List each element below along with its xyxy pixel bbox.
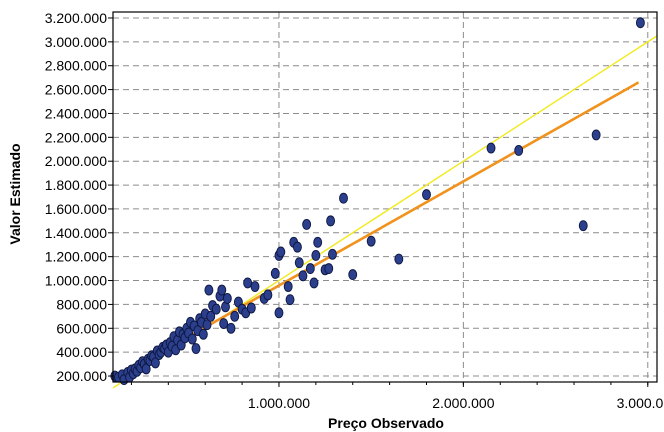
y-tick-label: 600.000 (56, 320, 107, 336)
y-tick-label: 2.400.000 (45, 105, 107, 121)
y-tick-label: 1.600.000 (45, 201, 107, 217)
data-point (394, 253, 404, 265)
y-tick-label: 2.000.000 (45, 153, 107, 169)
data-point (263, 289, 273, 301)
data-point (366, 235, 376, 247)
data-point (311, 250, 321, 261)
data-point (292, 241, 302, 253)
data-point (486, 142, 496, 154)
data-point (276, 246, 286, 258)
y-tick-label: 2.600.000 (45, 82, 107, 98)
data-point (243, 277, 253, 289)
x-tick-label: 2.000.000 (432, 395, 494, 411)
data-point (302, 219, 312, 230)
data-point (230, 310, 240, 322)
y-tick-label: 400.000 (56, 344, 107, 360)
data-point (635, 17, 645, 29)
data-point (204, 284, 214, 296)
plot-frame (112, 11, 658, 383)
data-point (219, 318, 229, 329)
data-point (339, 192, 348, 204)
y-tick-label: 1.800.000 (45, 177, 107, 193)
y-tick-label: 1.000.000 (45, 273, 107, 289)
data-point (591, 129, 601, 141)
data-point (305, 263, 315, 275)
data-point (285, 294, 295, 306)
x-tick-label: 1.000.000 (248, 395, 310, 411)
y-axis-title: Valor Estimado (7, 143, 23, 244)
data-point (187, 333, 197, 345)
data-point (313, 236, 323, 248)
data-point (226, 322, 236, 334)
data-point (274, 307, 284, 319)
x-tick-label: 3.000.000 (617, 395, 664, 411)
data-point (150, 357, 160, 369)
data-point (206, 310, 216, 322)
data-point (217, 284, 227, 296)
data-point (294, 257, 304, 269)
data-point (578, 220, 588, 232)
data-point (191, 343, 201, 355)
data-point (211, 303, 221, 315)
data-point (326, 215, 336, 227)
data-point (202, 319, 212, 331)
data-point (324, 263, 334, 275)
y-tick-label: 2.800.000 (45, 58, 107, 74)
data-point (198, 328, 208, 340)
data-points (110, 17, 645, 386)
data-point (327, 248, 337, 260)
data-point (283, 281, 293, 292)
y-tick-label: 200.000 (56, 368, 107, 384)
y-tick-label: 2.200.000 (45, 129, 107, 145)
y-tick-label: 3.000.000 (45, 34, 107, 50)
data-point (309, 277, 319, 289)
data-point (246, 302, 256, 314)
x-axis-title: Preço Observado (328, 415, 444, 431)
data-point (514, 145, 524, 156)
y-tick-label: 1.400.000 (45, 225, 107, 241)
y-tick-label: 3.200.000 (45, 10, 107, 26)
data-point (422, 189, 431, 201)
data-point (250, 281, 260, 292)
data-point (298, 270, 308, 282)
data-point (222, 293, 232, 304)
data-point (270, 267, 280, 279)
y-tick-label: 1.200.000 (45, 249, 107, 265)
axes: 200.000 400.000 600.000 800.000 1.000.000 1.2… (45, 10, 664, 411)
grid-lines (113, 12, 657, 382)
data-point (348, 269, 358, 281)
y-tick-label: 800.000 (56, 296, 107, 312)
